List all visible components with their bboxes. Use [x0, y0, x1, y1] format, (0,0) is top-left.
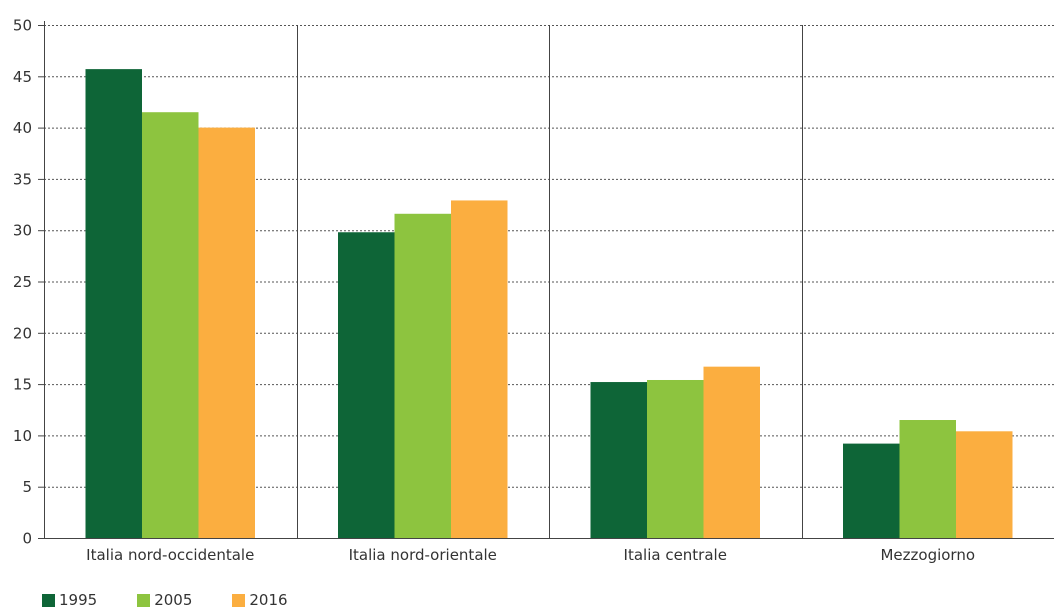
bars	[85, 69, 1013, 539]
y-tick-label-25: 25	[13, 273, 32, 291]
y-tick-label-0: 0	[22, 530, 32, 548]
bar-2016-1	[451, 200, 508, 539]
y-tick-label-20: 20	[13, 324, 32, 342]
bar-1995-2	[590, 382, 647, 538]
x-tick-label-0: Italia nord-occidentale	[86, 546, 254, 564]
axis-labels: 0 5 10 15 20 25 30 35 40 45 50 Italia nord-occident…	[13, 17, 975, 565]
bar-2016-0	[198, 127, 255, 538]
bar-1995-0	[85, 69, 142, 539]
legend-swatch-2005	[137, 593, 151, 607]
legend-item-1995: 1995	[42, 592, 97, 608]
bar-chart: 0 5 10 15 20 25 30 35 40 45 50 Italia nord-occident…	[13, 17, 1054, 565]
x-tick-label-2: Italia centrale	[624, 546, 727, 564]
bar-1995-3	[843, 443, 900, 538]
bar-1995-1	[338, 232, 395, 538]
legend-label-2016: 2016	[249, 591, 288, 609]
bar-2005-3	[899, 420, 956, 538]
legend-label-2005: 2005	[154, 591, 193, 609]
y-tick-label-5: 5	[22, 478, 32, 496]
bar-2005-2	[647, 379, 704, 538]
bar-2016-3	[956, 431, 1013, 538]
legend-swatch-2016	[232, 593, 246, 607]
bar-2005-0	[142, 112, 199, 539]
y-tick-label-35: 35	[13, 170, 32, 188]
y-tick-label-30: 30	[13, 222, 32, 240]
y-tick-label-40: 40	[13, 119, 32, 137]
x-tick-label-3: Mezzogiorno	[880, 546, 975, 564]
y-tick-label-10: 10	[13, 427, 32, 445]
bar-2005-1	[394, 213, 451, 538]
y-tick-label-15: 15	[13, 376, 32, 394]
legend: 1995 2005 2016	[42, 592, 328, 608]
axes	[38, 21, 1054, 539]
legend-item-2005: 2005	[137, 592, 192, 608]
legend-label-1995: 1995	[59, 591, 98, 609]
legend-item-2016: 2016	[232, 591, 288, 609]
category-separators	[297, 25, 803, 538]
y-tick-label-50: 50	[13, 17, 32, 35]
y-tick-label-45: 45	[13, 68, 32, 86]
legend-swatch-1995	[42, 593, 55, 607]
bar-2016-2	[703, 366, 760, 538]
x-tick-label-1: Italia nord-orientale	[349, 546, 497, 564]
